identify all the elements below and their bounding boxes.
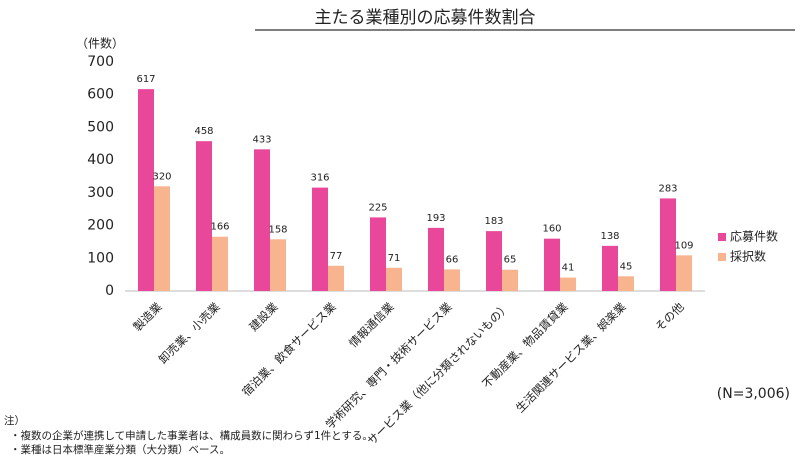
bar (212, 236, 228, 291)
bar (370, 217, 386, 291)
bar (602, 245, 618, 291)
value-label: 316 (310, 173, 329, 184)
value-label: 158 (268, 224, 287, 235)
bar (502, 269, 518, 291)
value-label: 458 (194, 126, 213, 137)
bar (618, 276, 634, 291)
x-tick-label: 宿泊業、飲食サービス業 (239, 299, 339, 399)
value-label: 160 (542, 224, 561, 235)
bar (386, 267, 402, 291)
value-label: 320 (152, 171, 171, 182)
y-tick-label: 300 (87, 185, 114, 201)
legend-label: 応募件数 (730, 229, 778, 244)
value-label: 283 (658, 183, 677, 194)
note: ・複数の企業が連携して申請した事業者は、構成員数に関わらず1件とする。 (10, 429, 373, 442)
value-label: 617 (136, 74, 155, 85)
value-label: 138 (600, 231, 619, 242)
y-tick-label: 400 (87, 152, 114, 168)
y-tick-label: 700 (87, 54, 114, 70)
legend-swatch (718, 253, 726, 261)
y-tick-label: 500 (87, 119, 114, 135)
value-label: 109 (674, 240, 693, 251)
value-label: 65 (504, 255, 517, 266)
bar (428, 227, 444, 291)
value-label: 41 (562, 263, 575, 274)
bar (196, 141, 212, 291)
legend-label: 採択数 (730, 249, 766, 264)
x-tick-label: 学術研究、専門・技術サービス業 (323, 299, 455, 431)
value-label: 45 (620, 261, 633, 272)
value-label: 66 (446, 254, 459, 265)
bar (254, 149, 270, 291)
note: ・業種は日本標準産業分類（大分類）ベース。 (10, 443, 230, 455)
y-tick-label: 0 (105, 283, 114, 299)
bar (444, 269, 460, 291)
value-label: 183 (484, 216, 503, 227)
x-tick-label: 生活関連サービス業、娯楽業 (513, 299, 629, 415)
bar (270, 239, 286, 291)
value-label: 193 (426, 213, 445, 224)
y-tick-label: 200 (87, 218, 114, 234)
bar (154, 186, 170, 291)
bar (544, 238, 560, 291)
y-unit: （件数） (76, 36, 124, 51)
bar (138, 89, 154, 291)
bar (676, 255, 692, 291)
x-tick-label: 製造業 (130, 299, 165, 334)
legend-swatch (718, 233, 726, 241)
value-label: 433 (252, 134, 271, 145)
bar (328, 265, 344, 291)
y-tick-label: 100 (87, 250, 114, 266)
x-tick-label: その他 (652, 299, 687, 334)
annotation: (N=3,006) (717, 386, 790, 402)
value-label: 166 (210, 222, 229, 233)
bar (660, 198, 676, 291)
bar (560, 277, 576, 291)
bar (486, 231, 502, 291)
x-tick-label: 卸売業、小売業 (156, 299, 223, 366)
value-label: 77 (330, 251, 343, 262)
value-label: 225 (368, 202, 387, 213)
x-tick-label: 建設業 (246, 299, 281, 334)
value-label: 71 (388, 253, 401, 264)
note-heading: 注） (4, 414, 25, 427)
y-tick-label: 600 (87, 87, 114, 103)
bar (312, 187, 328, 291)
x-tick-label: 情報通信業 (346, 299, 397, 350)
chart-title: 主たる業種別の応募件数割合 (315, 8, 536, 28)
